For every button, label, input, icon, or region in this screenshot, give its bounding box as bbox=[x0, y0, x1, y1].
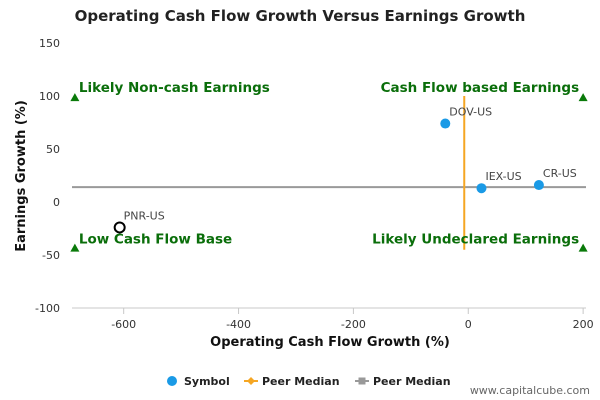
x-axis-label: Operating Cash Flow Growth (%) bbox=[210, 335, 450, 350]
quadrant-marker-bottom-right bbox=[578, 243, 588, 252]
quadrant-labels: Likely Non-cash Earnings Cash Flow based … bbox=[70, 80, 588, 252]
quadrant-label-top-left: Likely Non-cash Earnings bbox=[79, 80, 270, 96]
data-point-cr-us bbox=[533, 180, 544, 191]
data-point-label: CR-US bbox=[543, 167, 577, 180]
y-tick-label: 50 bbox=[46, 143, 60, 156]
chart-title: Operating Cash Flow Growth Versus Earnin… bbox=[75, 7, 526, 25]
x-tick-label: 0 bbox=[465, 318, 472, 331]
legend-diamond-marker bbox=[247, 377, 255, 385]
x-tick-label: -400 bbox=[226, 318, 251, 331]
credit-text: www.capitalcube.com bbox=[470, 384, 590, 397]
quadrant-label-bottom-left: Low Cash Flow Base bbox=[79, 232, 232, 248]
x-tick-label: -200 bbox=[341, 318, 366, 331]
y-tick-label: 100 bbox=[39, 90, 60, 103]
peer-median-lines bbox=[72, 96, 586, 250]
y-axis-label: Earnings Growth (%) bbox=[14, 100, 29, 252]
x-tick-label: 200 bbox=[573, 318, 594, 331]
data-point-label: IEX-US bbox=[485, 170, 521, 183]
quadrant-label-bottom-right: Likely Undeclared Earnings bbox=[372, 232, 579, 248]
legend-label: Peer Median bbox=[373, 375, 451, 388]
quadrant-marker-bottom-left bbox=[70, 243, 80, 252]
data-point-dov-us bbox=[440, 118, 451, 129]
quadrant-marker-top-right bbox=[578, 93, 588, 102]
y-tick-label: 0 bbox=[53, 196, 60, 209]
y-axis: -100 -50 0 50 100 150 bbox=[35, 37, 60, 315]
legend-symbol-marker bbox=[167, 376, 177, 386]
data-points: DOV-US IEX-US CR-US PNR-US bbox=[113, 106, 577, 234]
data-point-label: DOV-US bbox=[449, 106, 492, 119]
data-point-pnr-us bbox=[113, 221, 126, 234]
quadrant-label-top-right: Cash Flow based Earnings bbox=[381, 80, 580, 96]
legend-square-marker bbox=[358, 377, 366, 385]
x-axis: -600 -400 -200 0 200 bbox=[111, 308, 594, 331]
data-point-iex-us bbox=[476, 183, 487, 194]
legend-label: Symbol bbox=[184, 375, 230, 388]
y-tick-label: 150 bbox=[39, 37, 60, 50]
legend: Symbol Peer Median Peer Median bbox=[167, 375, 451, 388]
x-tick-label: -600 bbox=[111, 318, 136, 331]
y-tick-label: -100 bbox=[35, 302, 60, 315]
legend-label: Peer Median bbox=[262, 375, 340, 388]
y-tick-label: -50 bbox=[42, 249, 60, 262]
data-point-label: PNR-US bbox=[124, 209, 165, 222]
quadrant-marker-top-left bbox=[70, 93, 80, 102]
